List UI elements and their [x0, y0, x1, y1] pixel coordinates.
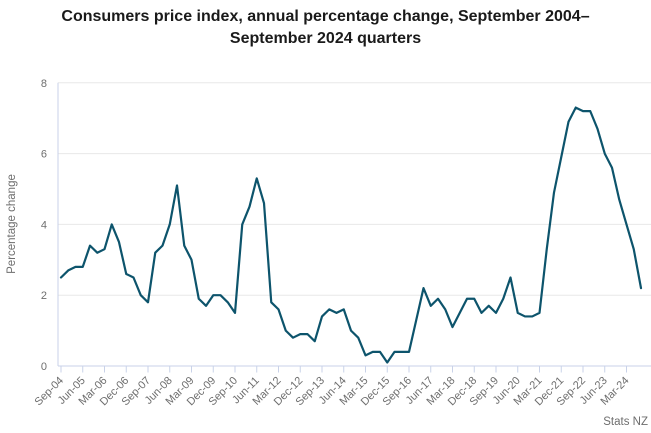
- y-axis-title: Percentage change: [6, 174, 18, 274]
- attribution-stats-nz: Stats NZ: [603, 416, 648, 428]
- y-tick-label: 6: [41, 149, 47, 161]
- y-tick-label: 8: [41, 78, 47, 90]
- y-tick-label: 4: [41, 219, 47, 231]
- cpi-series-line: [59, 106, 643, 364]
- chart-title: Consumers price index, annual percentage…: [61, 8, 590, 47]
- y-tick-label: 2: [41, 290, 47, 302]
- y-tick-label: 0: [41, 361, 47, 373]
